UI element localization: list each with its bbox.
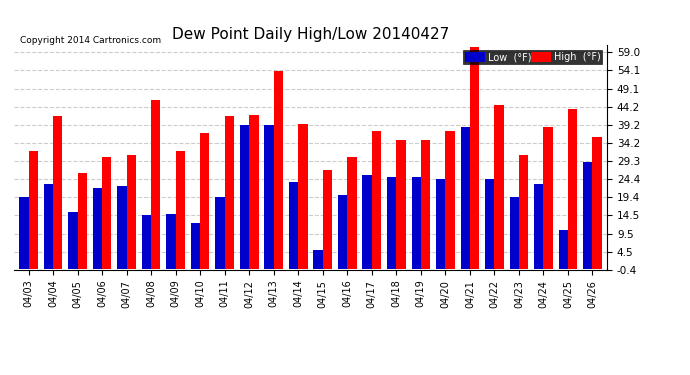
Bar	[460, 128, 470, 268]
Bar	[298, 124, 308, 268]
Bar	[559, 230, 568, 268]
Bar	[387, 177, 396, 268]
Bar	[117, 186, 126, 268]
Bar	[249, 115, 259, 268]
Bar	[264, 125, 274, 268]
Bar	[544, 128, 553, 268]
Bar	[68, 212, 77, 268]
Bar	[53, 117, 62, 268]
Bar	[583, 162, 593, 268]
Bar	[519, 155, 529, 268]
Bar	[43, 184, 53, 268]
Bar	[151, 100, 161, 268]
Text: Copyright 2014 Cartronics.com: Copyright 2014 Cartronics.com	[20, 36, 161, 45]
Bar	[215, 197, 225, 268]
Bar	[421, 140, 430, 268]
Bar	[510, 197, 519, 268]
Bar	[176, 151, 185, 268]
Bar	[274, 70, 283, 268]
Bar	[323, 170, 332, 268]
Bar	[77, 173, 87, 268]
Bar	[166, 214, 176, 268]
Bar	[495, 105, 504, 268]
Bar	[28, 151, 38, 268]
Bar	[142, 215, 151, 268]
Bar	[102, 157, 111, 268]
Bar	[225, 117, 234, 268]
Bar	[362, 175, 372, 268]
Bar	[568, 109, 578, 268]
Bar	[191, 223, 200, 268]
Bar	[372, 131, 381, 268]
Bar	[411, 177, 421, 268]
Bar	[470, 47, 479, 268]
Bar	[338, 195, 347, 268]
Bar	[240, 125, 249, 268]
Bar	[200, 133, 210, 268]
Bar	[593, 136, 602, 268]
Bar	[396, 140, 406, 268]
Bar	[289, 182, 298, 268]
Bar	[19, 198, 28, 268]
Bar	[485, 179, 495, 268]
Bar	[534, 184, 544, 268]
Bar	[126, 155, 136, 268]
Bar	[436, 179, 445, 268]
Bar	[92, 188, 102, 268]
Bar	[313, 250, 323, 268]
Bar	[347, 157, 357, 268]
Title: Dew Point Daily High/Low 20140427: Dew Point Daily High/Low 20140427	[172, 27, 449, 42]
Legend: Low  (°F), High  (°F): Low (°F), High (°F)	[464, 50, 602, 64]
Bar	[445, 131, 455, 268]
